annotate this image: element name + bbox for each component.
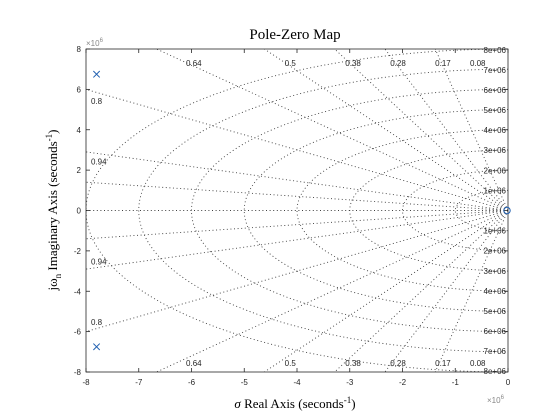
damping-label-top: 0.5 xyxy=(285,59,297,68)
x-tick-label: -2 xyxy=(399,378,407,387)
damping-label-bottom: 0.28 xyxy=(390,359,406,368)
damping-label-bottom: 0.08 xyxy=(470,359,486,368)
damping-label-bottom: 0.38 xyxy=(345,359,361,368)
y-axis-label-text: Imaginary Axis xyxy=(45,190,60,271)
damping-line xyxy=(86,210,508,240)
frequency-label-top: 1e+06 xyxy=(484,186,507,195)
x-tick-label: -4 xyxy=(293,378,301,387)
chart-title: Pole-Zero Map xyxy=(249,27,340,43)
frequency-label-bottom: 6e+06 xyxy=(484,327,507,336)
frequency-ring xyxy=(191,88,508,333)
frequency-label-top: 7e+06 xyxy=(484,66,507,75)
y-tick-label: 0 xyxy=(77,207,82,216)
ticks-layer: -8 -7 -6 -5 -4 -3 -2 -1 0 -8 -6 -4 -2 0 2 4 6 8 xyxy=(74,45,511,387)
x-axis-label-units: (seconds xyxy=(298,396,344,411)
frequency-label-bottom: 2e+06 xyxy=(484,247,507,256)
damping-label-top: 0.17 xyxy=(435,59,451,68)
y-tick-label: 2 xyxy=(77,166,82,175)
x-tick-label: -8 xyxy=(82,378,90,387)
x-tick-label: -3 xyxy=(346,378,354,387)
damping-label-top: 0.28 xyxy=(390,59,406,68)
damping-label-left: 0.94 xyxy=(91,257,107,266)
damping-label-left: 0.8 xyxy=(91,318,103,327)
damping-label-bottom: 0.5 xyxy=(285,359,297,368)
damping-line xyxy=(333,210,508,372)
pole-marker xyxy=(92,343,101,351)
y-axis-label-units: (seconds xyxy=(45,141,60,187)
damping-line xyxy=(434,210,508,372)
grid-layer xyxy=(86,49,508,372)
y-axis-label-sub: n xyxy=(53,273,63,278)
frequency-ring xyxy=(402,169,508,252)
frequency-label-bottom: 5e+06 xyxy=(484,307,507,316)
damping-line xyxy=(263,210,508,372)
frequency-ring xyxy=(139,68,508,353)
x-axis-exponent: ×106 xyxy=(487,395,505,405)
damping-line xyxy=(434,49,508,211)
y-axis-label-sup: -1 xyxy=(44,134,54,142)
frequency-ring xyxy=(86,49,508,372)
frequency-label-top: 5e+06 xyxy=(484,106,507,115)
frequency-label-bottom: 1e+06 xyxy=(484,227,507,236)
damping-label-left: 0.94 xyxy=(91,158,107,167)
marks-layer xyxy=(92,70,511,351)
frequency-label-bottom: 7e+06 xyxy=(484,347,507,356)
frequency-label-top: 4e+06 xyxy=(484,126,507,135)
frequency-ring xyxy=(296,129,508,292)
grid-labels-layer: 0.64 0.64 0.5 0.5 0.38 0.38 0.28 0.28 0.17 0.17 0.… xyxy=(91,46,507,376)
frequency-label-bottom: 3e+06 xyxy=(484,267,507,276)
damping-line xyxy=(86,181,508,211)
y-axis-exponent: ×106 xyxy=(86,38,104,48)
damping-line xyxy=(155,49,508,211)
x-tick-label: -6 xyxy=(188,378,196,387)
y-axis-label: jωn Imaginary Axis (seconds-1) xyxy=(44,129,63,291)
y-tick-label: -4 xyxy=(74,287,82,296)
frequency-label-bottom: 4e+06 xyxy=(484,287,507,296)
damping-label-bottom: 0.64 xyxy=(186,359,202,368)
y-tick-label: 8 xyxy=(77,45,82,54)
frequency-label-top: 6e+06 xyxy=(484,86,507,95)
y-tick-label: -6 xyxy=(74,328,82,337)
y-axis-label-prefix: jω xyxy=(45,278,60,292)
x-axis-label-sup: -1 xyxy=(344,395,352,405)
x-tick-label: -7 xyxy=(135,378,143,387)
plot-frame xyxy=(85,48,509,373)
damping-label-top: 0.08 xyxy=(470,59,486,68)
damping-label-left: 0.8 xyxy=(91,97,103,106)
damping-label-bottom: 0.17 xyxy=(435,359,451,368)
frequency-ring xyxy=(454,189,508,232)
y-tick-label: -2 xyxy=(74,247,82,256)
y-tick-label: 6 xyxy=(77,85,82,94)
x-tick-label: 0 xyxy=(506,378,511,387)
frequency-label-top: 2e+06 xyxy=(484,166,507,175)
x-axis-label-text: Real Axis xyxy=(244,396,295,411)
y-tick-label: 4 xyxy=(77,126,82,135)
x-axis-label: σ Real Axis (seconds-1) xyxy=(234,395,355,411)
x-axis-label-prefix: σ xyxy=(234,396,241,411)
damping-line xyxy=(155,210,508,372)
zero-marker xyxy=(503,206,511,215)
pole-marker xyxy=(92,70,101,78)
frequency-label-bottom: 8e+06 xyxy=(484,367,507,376)
y-tick-label: -8 xyxy=(74,368,82,377)
damping-label-top: 0.64 xyxy=(186,59,202,68)
frequency-label-top: 8e+06 xyxy=(484,46,507,55)
x-tick-label: -5 xyxy=(241,378,249,387)
damping-line xyxy=(86,210,508,333)
frequency-label-top: 3e+06 xyxy=(484,146,507,155)
x-tick-label: -1 xyxy=(452,378,460,387)
damping-label-top: 0.38 xyxy=(345,59,361,68)
